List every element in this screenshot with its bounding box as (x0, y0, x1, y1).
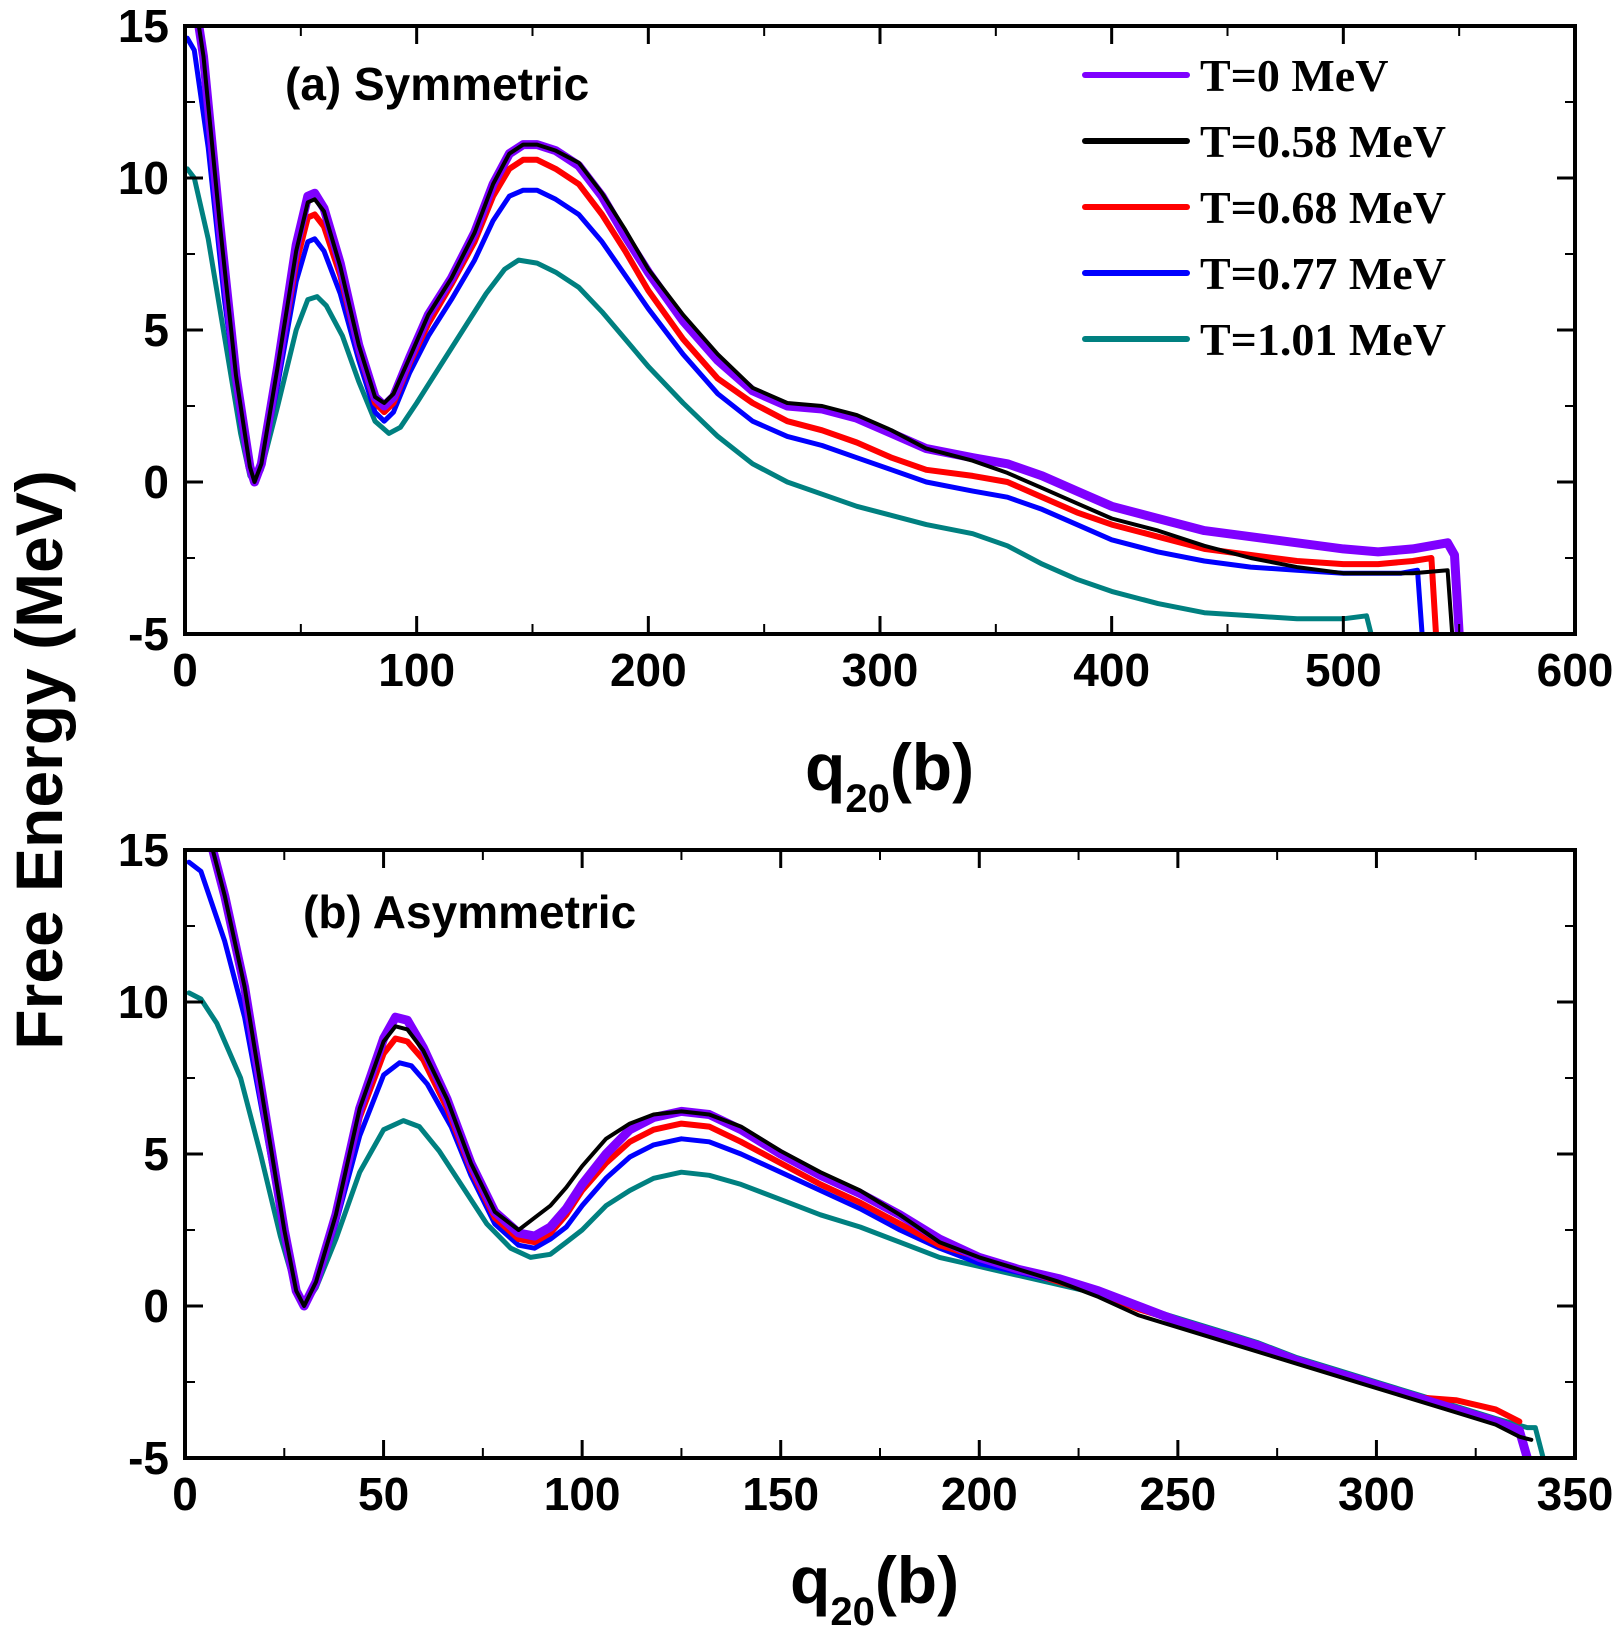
y-tick-label: -5 (128, 1432, 169, 1484)
x-tick-label: 300 (1338, 1468, 1415, 1520)
y-axis-title: Free Energy (MeV) (2, 470, 76, 1050)
panel-a-x-axis-title: q20(b) (805, 730, 974, 821)
series-line-t-0-58-mev (196, 26, 1455, 634)
x-tick-label: 200 (610, 644, 687, 696)
legend-label: T=0 MeV (1200, 50, 1388, 101)
x-label-sub: 20 (845, 777, 890, 821)
x-tick-label: 150 (742, 1468, 819, 1520)
y-tick-label: 10 (118, 152, 169, 204)
series-line-t-0-68-mev (195, 26, 1439, 634)
legend-item: T=0 MeV (1082, 50, 1388, 101)
x-tick-label: 600 (1537, 644, 1614, 696)
y-tick-label: 5 (143, 304, 169, 356)
series-line-t-0-58-mev (210, 850, 1534, 1442)
legend-label: T=0.58 MeV (1200, 116, 1446, 167)
legend-label: T=0.77 MeV (1200, 248, 1446, 299)
x-tick-label: 200 (941, 1468, 1018, 1520)
x-label-unit: (b) (890, 730, 974, 804)
panel-b-curves (186, 850, 1546, 1458)
x-label-unit: (b) (875, 1543, 959, 1617)
x-label-sub: 20 (830, 1590, 875, 1629)
x-tick-label: 0 (172, 1468, 198, 1520)
x-label-main: q (805, 730, 845, 804)
legend-label: T=0.68 MeV (1200, 182, 1446, 233)
legend-item: T=0.68 MeV (1082, 182, 1446, 233)
x-tick-label: 300 (842, 644, 919, 696)
legend: T=0 MeV T=0.58 MeV T=0.68 MeV T=0.77 MeV T=1… (1082, 50, 1446, 365)
y-tick-label: 15 (118, 824, 169, 876)
x-tick-label: 250 (1139, 1468, 1216, 1520)
x-tick-label: 400 (1073, 644, 1150, 696)
panel-a-label: (a) Symmetric (285, 58, 589, 110)
x-tick-label: 350 (1537, 1468, 1614, 1520)
legend-item: T=0.58 MeV (1082, 116, 1446, 167)
legend-label: T=1.01 MeV (1200, 314, 1446, 365)
x-tick-label: 100 (378, 644, 455, 696)
y-tick-label: 0 (143, 456, 169, 508)
panel-b-label: (b) Asymmetric (303, 886, 636, 938)
panel-a-curves (185, 26, 1464, 634)
x-tick-label: 500 (1305, 644, 1382, 696)
y-tick-label: 5 (143, 1128, 169, 1180)
legend-item: T=1.01 MeV (1082, 314, 1446, 365)
y-tick-label: -5 (128, 608, 169, 660)
y-tick-label: 15 (118, 0, 169, 52)
panel-b-frame (183, 848, 1577, 1460)
x-tick-label: 50 (358, 1468, 409, 1520)
x-label-main: q (790, 1543, 830, 1617)
x-tick-label: 0 (172, 644, 198, 696)
y-tick-label: 0 (143, 1280, 169, 1332)
panel-b-x-axis-title: q20(b) (790, 1543, 959, 1629)
series-line-t-1-01-mev (186, 990, 1546, 1458)
series-line-t-1-01-mev (185, 166, 1374, 634)
x-tick-label: 100 (544, 1468, 621, 1520)
y-tick-label: 10 (118, 976, 169, 1028)
legend-item: T=0.77 MeV (1082, 248, 1446, 299)
